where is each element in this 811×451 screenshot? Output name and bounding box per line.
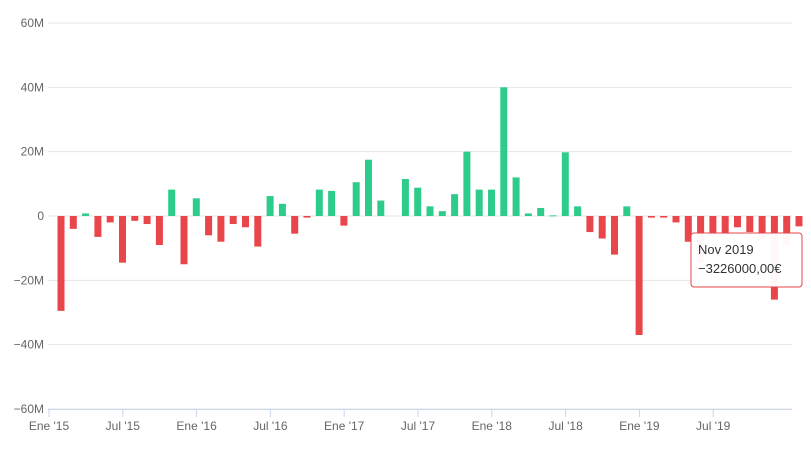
bar[interactable]	[143, 216, 151, 225]
x-axis: Ene '15 Jul '15 Ene '16 Jul '16 Ene '17 Jul '…	[29, 409, 792, 433]
bar[interactable]	[57, 216, 65, 311]
bar[interactable]	[512, 177, 520, 216]
bar[interactable]	[119, 216, 126, 263]
y-tick-label: 40M	[21, 80, 44, 94]
bar[interactable]	[291, 216, 299, 234]
tooltip: Nov 2019 −3226000,00€	[690, 232, 803, 288]
bar[interactable]	[463, 151, 471, 216]
bar[interactable]	[340, 216, 348, 226]
y-tick-label: 0	[37, 209, 44, 223]
x-tick-label: Jul '15	[106, 419, 141, 433]
x-tick-label: Jul '18	[548, 419, 583, 433]
bar[interactable]	[180, 216, 188, 265]
x-tick-label: Ene '16	[176, 419, 217, 433]
bar[interactable]	[721, 216, 729, 236]
bar[interactable]	[377, 200, 385, 216]
x-tick-label: Jul '17	[401, 419, 436, 433]
tooltip-box	[690, 232, 803, 288]
y-tick-label: 60M	[21, 16, 44, 30]
bar[interactable]	[451, 194, 459, 216]
bar[interactable]	[229, 216, 237, 225]
bar[interactable]	[734, 216, 741, 228]
bar[interactable]	[746, 216, 754, 233]
x-tick-label: Jul '16	[253, 419, 288, 433]
tooltip-value: −3226000,00€	[698, 261, 782, 276]
bar[interactable]	[94, 216, 102, 237]
x-tick-label: Ene '15	[29, 419, 70, 433]
bar[interactable]	[758, 216, 766, 239]
bar[interactable]	[205, 216, 213, 236]
bar[interactable]	[168, 189, 176, 216]
bar[interactable]	[623, 206, 631, 216]
bar[interactable]	[647, 216, 655, 218]
bar[interactable]	[254, 216, 262, 247]
bar[interactable]	[106, 216, 114, 223]
bar[interactable]	[278, 203, 286, 216]
y-tick-label: −20M	[14, 273, 44, 287]
bar[interactable]	[242, 216, 249, 228]
x-tick-label: Jul '19	[696, 419, 731, 433]
bar[interactable]	[475, 189, 483, 216]
bar[interactable]	[549, 215, 557, 217]
bar[interactable]	[635, 216, 643, 336]
bars	[57, 87, 803, 336]
bar[interactable]	[365, 159, 372, 216]
bar[interactable]	[598, 216, 606, 239]
bar[interactable]	[303, 216, 311, 218]
x-tick-label: Ene '17	[324, 419, 365, 433]
bar[interactable]	[155, 216, 163, 245]
bar[interactable]	[611, 216, 618, 255]
bar[interactable]	[574, 206, 582, 216]
bar[interactable]	[352, 182, 360, 216]
bar[interactable]	[414, 187, 422, 216]
bar[interactable]	[82, 213, 90, 216]
y-tick-label: −60M	[14, 402, 44, 416]
bar[interactable]	[672, 216, 680, 223]
bar[interactable]	[795, 216, 803, 227]
bar[interactable]	[660, 216, 668, 218]
bar[interactable]	[315, 189, 323, 216]
bar[interactable]	[266, 196, 274, 216]
bar[interactable]	[69, 216, 77, 229]
bar[interactable]	[684, 216, 692, 242]
bar[interactable]	[500, 87, 508, 216]
x-tick-label: Ene '19	[619, 419, 660, 433]
bar[interactable]	[131, 216, 139, 221]
bar[interactable]	[586, 216, 594, 233]
bar[interactable]	[783, 216, 791, 245]
bar[interactable]	[709, 216, 717, 236]
bar[interactable]	[401, 179, 409, 216]
bar[interactable]	[328, 190, 336, 216]
tooltip-title: Nov 2019	[698, 242, 754, 257]
y-axis-labels: 60M 40M 20M 0 −20M −40M −60M	[14, 16, 45, 416]
bar[interactable]	[192, 198, 200, 216]
x-tick-label: Ene '18	[472, 419, 513, 433]
bar[interactable]	[217, 216, 225, 242]
bar[interactable]	[438, 211, 446, 216]
bar[interactable]	[524, 213, 532, 216]
bar[interactable]	[537, 207, 545, 216]
y-tick-label: −40M	[14, 338, 44, 352]
bar[interactable]	[561, 152, 569, 216]
bar[interactable]	[488, 189, 495, 216]
bar[interactable]	[426, 206, 434, 216]
y-tick-label: 20M	[21, 145, 44, 159]
